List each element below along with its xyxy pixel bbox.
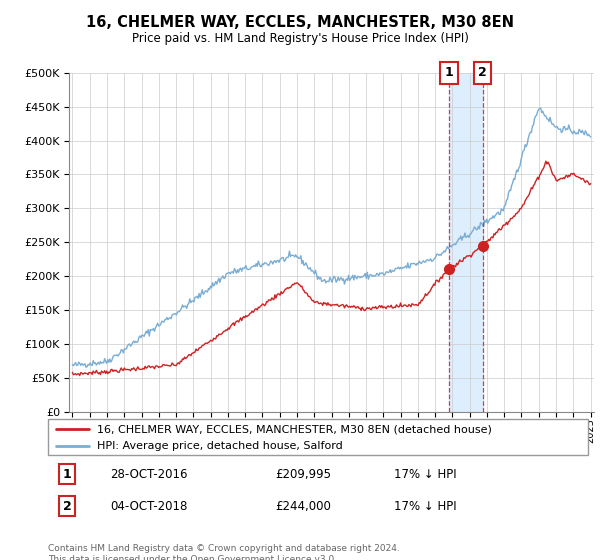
FancyBboxPatch shape (48, 419, 588, 455)
Bar (449, 73, 482, 412)
Text: 17% ↓ HPI: 17% ↓ HPI (394, 500, 456, 512)
Text: 04-OCT-2018: 04-OCT-2018 (110, 500, 187, 512)
Text: Price paid vs. HM Land Registry's House Price Index (HPI): Price paid vs. HM Land Registry's House … (131, 32, 469, 45)
Text: 2: 2 (478, 66, 487, 80)
Text: 16, CHELMER WAY, ECCLES, MANCHESTER, M30 8EN: 16, CHELMER WAY, ECCLES, MANCHESTER, M30… (86, 15, 514, 30)
Text: 2: 2 (62, 500, 71, 512)
Text: 1: 1 (62, 468, 71, 481)
Text: £244,000: £244,000 (275, 500, 331, 512)
Text: 28-OCT-2016: 28-OCT-2016 (110, 468, 188, 481)
Text: 1: 1 (445, 66, 453, 80)
Text: HPI: Average price, detached house, Salford: HPI: Average price, detached house, Salf… (97, 441, 343, 451)
Text: Contains HM Land Registry data © Crown copyright and database right 2024.
This d: Contains HM Land Registry data © Crown c… (48, 544, 400, 560)
Text: 16, CHELMER WAY, ECCLES, MANCHESTER, M30 8EN (detached house): 16, CHELMER WAY, ECCLES, MANCHESTER, M30… (97, 424, 491, 434)
Text: 17% ↓ HPI: 17% ↓ HPI (394, 468, 456, 481)
Text: £209,995: £209,995 (275, 468, 331, 481)
